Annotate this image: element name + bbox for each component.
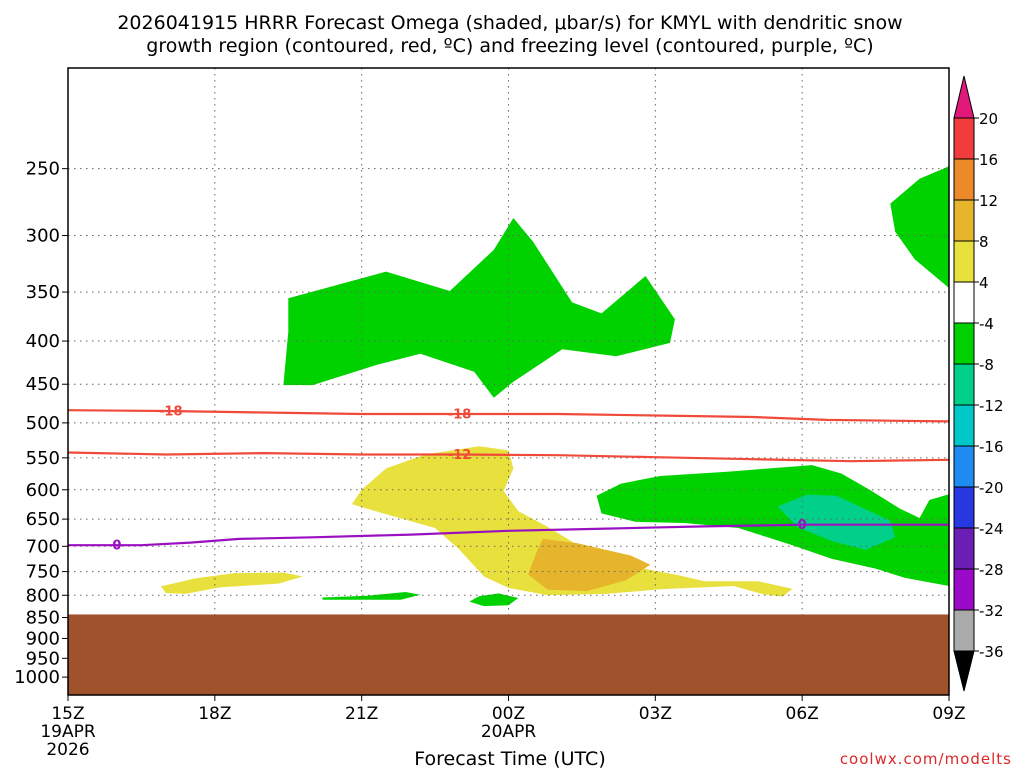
contour-label: -18: [159, 405, 183, 420]
omega-region: [777, 494, 896, 550]
colorbar-bin: [953, 158, 975, 201]
colorbar-bin: [953, 486, 975, 529]
colorbar-label: 16: [979, 151, 998, 169]
colorbar-label: -12: [979, 397, 1004, 415]
y-tick-label: 550: [26, 448, 60, 469]
colorbar-label: -20: [979, 479, 1004, 497]
x-tick-year: 2026: [46, 740, 89, 760]
x-tick-label: 03Z: [639, 704, 672, 724]
colorbar-label: -32: [979, 602, 1004, 620]
y-tick-label: 300: [26, 226, 60, 247]
omega-region: [322, 592, 421, 600]
colorbar-label: 8: [979, 233, 989, 251]
colorbar-bin: [953, 322, 975, 365]
colorbar-label: -36: [979, 643, 1004, 661]
credit-label: coolwx.com/modelts: [840, 750, 1012, 768]
contour-line: [68, 409, 949, 423]
x-tick-label: 15Z: [51, 704, 84, 724]
x-tick-label: 09Z: [932, 704, 965, 724]
colorbar-bin: [953, 404, 975, 447]
y-tick-label: 950: [26, 648, 60, 669]
x-axis-label: Forecast Time (UTC): [414, 748, 605, 768]
x-tick-date: 19APR: [40, 722, 96, 742]
colorbar-bin: [953, 281, 975, 324]
colorbar-top-arrow: [953, 75, 975, 119]
colorbar-bin: [953, 199, 975, 242]
omega-region: [161, 572, 303, 594]
y-tick-label: 850: [26, 607, 60, 628]
colorbar-label: -28: [979, 561, 1004, 579]
omega-region: [890, 166, 949, 288]
colorbar-label: 20: [979, 110, 998, 128]
below-ground-layer: [68, 614, 949, 695]
x-tick-date: 20APR: [481, 722, 537, 742]
colorbar-label: -4: [979, 315, 994, 333]
colorbar-bin: [953, 363, 975, 406]
y-tick-label: 250: [26, 159, 60, 180]
colorbar-bin: [953, 117, 975, 160]
colorbar-label: -16: [979, 438, 1004, 456]
contour-label: -12: [448, 448, 472, 463]
y-axis-pressure: 2503003504004505005506006507007508008509…: [14, 159, 68, 688]
grid-lines: [68, 68, 949, 615]
colorbar-bin: [953, 527, 975, 570]
colorbar-bin: [953, 609, 975, 652]
x-tick-label: 06Z: [786, 704, 819, 724]
x-tick-label: 18Z: [198, 704, 231, 724]
omega-region: [469, 593, 519, 607]
x-tick-label: 00Z: [492, 704, 525, 724]
colorbar-bottom-arrow: [953, 650, 975, 692]
contour-layer: -18 -18 -12 0 0: [68, 405, 949, 554]
y-tick-label: 900: [26, 628, 60, 649]
colorbar-bin: [953, 568, 975, 611]
y-tick-label: 400: [26, 331, 60, 352]
omega-region: [528, 538, 651, 592]
colorbar-bin: [953, 240, 975, 283]
contour-line: [68, 451, 949, 463]
y-tick-label: 650: [26, 509, 60, 530]
colorbar-label: 12: [979, 192, 998, 210]
y-tick-label: 700: [26, 536, 60, 557]
colorbar-bin: [953, 445, 975, 488]
contour-label: -18: [448, 407, 472, 422]
omega-region: [283, 218, 675, 398]
y-tick-label: 350: [26, 282, 60, 303]
contour-line: [68, 523, 949, 547]
y-tick-label: 750: [26, 562, 60, 583]
y-tick-label: 600: [26, 480, 60, 501]
contour-label: 0: [112, 539, 121, 554]
chart-title-line-1: 2026041915 HRRR Forecast Omega (shaded, …: [117, 12, 902, 34]
colorbar-label: -8: [979, 356, 994, 374]
y-tick-label: 1000: [14, 667, 60, 688]
colorbar-label: -24: [979, 520, 1004, 538]
x-tick-label: 21Z: [345, 704, 378, 724]
colorbar-legend: 20 16 12 8 4 -4 -8 -12 -16 -20 -24 -28 -32 -36: [953, 75, 1004, 692]
y-tick-label: 500: [26, 413, 60, 434]
ground-fill: [68, 614, 949, 695]
colorbar-label: 4: [979, 274, 989, 292]
chart-title-line-2: growth region (contoured, red, ºC) and f…: [146, 35, 873, 57]
y-tick-label: 800: [26, 585, 60, 606]
omega-region: [351, 446, 793, 597]
y-tick-label: 450: [26, 374, 60, 395]
contour-label: 0: [798, 518, 807, 533]
